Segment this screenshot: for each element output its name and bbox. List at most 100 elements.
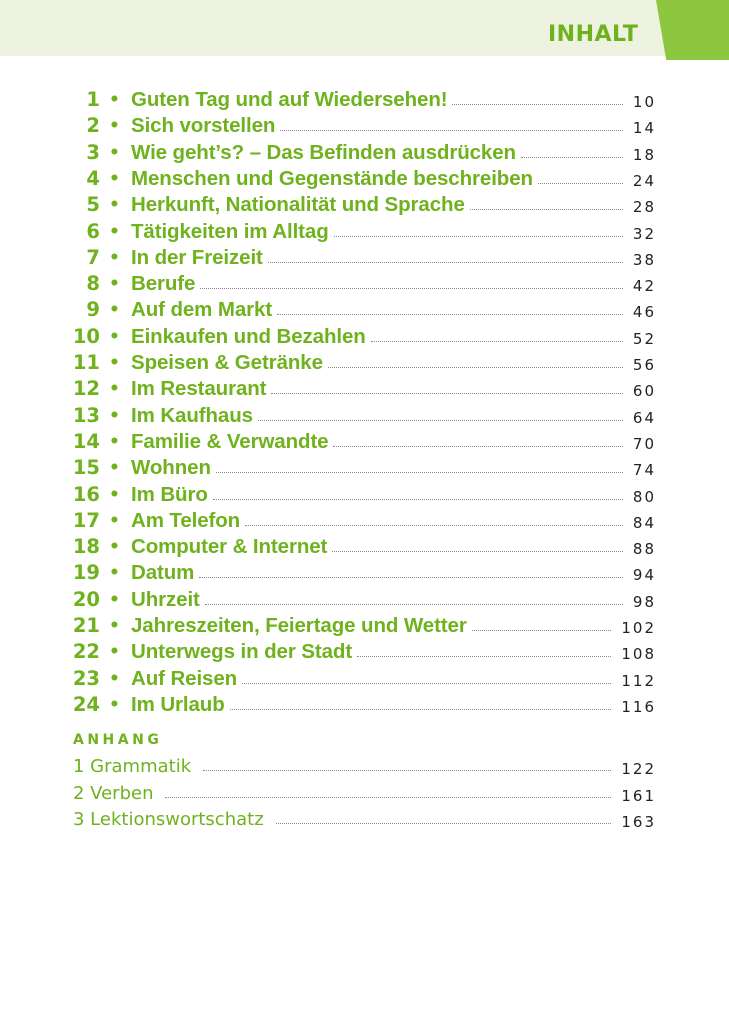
chapter-title[interactable]: Guten Tag und auf Wiedersehen! — [131, 88, 448, 111]
bullet-icon: • — [109, 353, 120, 373]
chapter-title[interactable]: Im Büro — [131, 482, 208, 506]
chapter-number: 17 — [72, 508, 100, 532]
chapter-number: 11 — [72, 351, 100, 374]
bullet-icon: • — [109, 458, 120, 479]
bullet-icon: • — [109, 510, 120, 531]
toc-entry[interactable]: 15 • Wohnen 74 — [0, 455, 729, 481]
chapter-title[interactable]: Im Urlaub — [131, 692, 225, 716]
appendix-entry[interactable]: 3 Lektionswortschatz 163 — [0, 807, 729, 833]
page-number: 52 — [632, 329, 656, 348]
page-number: 14 — [632, 119, 656, 138]
page-number: 38 — [632, 250, 656, 269]
bullet-icon: • — [109, 116, 120, 137]
chapter-number: 8 — [86, 272, 100, 296]
chapter-title[interactable]: Auf dem Markt — [131, 298, 273, 322]
toc-entry[interactable]: 2 • Sich vorstellen 14 — [0, 113, 729, 139]
chapter-number: 3 — [86, 140, 100, 164]
toc-entry[interactable]: 8 • Berufe 42 — [0, 271, 729, 297]
appendix-entry[interactable]: 2 Verben 161 — [0, 781, 729, 807]
appendix-label[interactable]: 2 Verben — [73, 782, 154, 804]
dot-leader — [334, 235, 623, 237]
toc-entry[interactable]: 17 • Am Telefon 84 — [0, 508, 729, 534]
chapter-number: 5 — [86, 193, 100, 217]
chapter-number: 9 — [86, 298, 100, 322]
chapter-title[interactable]: Herkunft, Nationalität und Sprache — [131, 193, 465, 217]
chapter-title[interactable]: Menschen und Gegenstände beschreiben — [131, 166, 533, 190]
chapter-title[interactable]: Jahreszeiten, Feiertage und Wetter — [131, 614, 467, 637]
dot-leader — [203, 770, 611, 771]
toc-entry[interactable]: 16 • Im Büro 80 — [0, 482, 729, 508]
toc-entry[interactable]: 6 • Tätigkeiten im Alltag 32 — [0, 219, 729, 245]
page-number: 102 — [621, 619, 656, 637]
chapter-title[interactable]: Wie geht’s? – Das Befinden ausdrücken — [131, 140, 516, 164]
bullet-icon: • — [109, 405, 120, 426]
toc-entry[interactable]: 23 • Auf Reisen 112 — [0, 666, 729, 692]
dot-leader — [277, 314, 623, 316]
chapter-title[interactable]: Tätigkeiten im Alltag — [131, 219, 329, 243]
chapter-title[interactable]: Uhrzeit — [131, 587, 200, 611]
bullet-icon: • — [109, 274, 120, 295]
toc-entry[interactable]: 10 • Einkaufen und Bezahlen 52 — [0, 324, 729, 350]
dot-leader — [357, 656, 611, 658]
dot-leader — [216, 472, 623, 474]
page-number: 42 — [632, 277, 656, 296]
toc-entry[interactable]: 9 • Auf dem Markt 46 — [0, 297, 729, 323]
chapter-title[interactable]: Im Restaurant — [131, 377, 267, 401]
chapter-title[interactable]: Familie & Verwandte — [131, 429, 329, 453]
toc-entry[interactable]: 21 • Jahreszeiten, Feiertage und Wetter 102 — [0, 613, 729, 639]
toc-entry[interactable]: 3 • Wie geht’s? – Das Befinden ausdrücken 1… — [0, 140, 729, 166]
toc-entry[interactable]: 14 • Familie & Verwandte 70 — [0, 429, 729, 455]
page-number: 56 — [632, 356, 656, 374]
toc-entry[interactable]: 18 • Computer & Internet 88 — [0, 534, 729, 560]
chapter-title[interactable]: Am Telefon — [131, 508, 241, 532]
chapter-title[interactable]: Berufe — [131, 272, 196, 296]
toc-entry[interactable]: 22 • Unterwegs in der Stadt 108 — [0, 639, 729, 665]
chapter-title[interactable]: Unterwegs in der Stadt — [131, 640, 353, 664]
chapter-number: 6 — [86, 219, 100, 243]
toc-entry[interactable]: 12 • Im Restaurant 60 — [0, 376, 729, 402]
toc-entry[interactable]: 7 • In der Freizeit 38 — [0, 245, 729, 271]
chapter-title[interactable]: Sich vorstellen — [131, 114, 276, 138]
toc-entry[interactable]: 5 • Herkunft, Nationalität und Sprache 28 — [0, 192, 729, 218]
chapter-title[interactable]: Datum — [131, 561, 195, 585]
bullet-icon: • — [109, 537, 120, 558]
toc-entry[interactable]: 1 • Guten Tag und auf Wiedersehen! 10 — [0, 87, 729, 113]
toc-entry[interactable]: 4 • Menschen und Gegenstände beschreiben 24 — [0, 166, 729, 192]
page-number: 28 — [632, 198, 656, 217]
page-number: 24 — [632, 171, 656, 190]
page-number: 80 — [632, 487, 656, 506]
chapter-title[interactable]: Einkaufen und Bezahlen — [131, 324, 366, 348]
toc-entry[interactable]: 19 • Datum 94 — [0, 560, 729, 586]
chapter-number: 16 — [72, 482, 100, 506]
toc-entry[interactable]: 20 • Uhrzeit 98 — [0, 587, 729, 613]
chapter-number: 22 — [72, 640, 100, 664]
chapter-number: 20 — [72, 587, 100, 611]
bullet-icon: • — [109, 90, 120, 110]
chapter-title[interactable]: Auf Reisen — [131, 666, 238, 690]
page-number: 116 — [621, 697, 656, 716]
header-tab-decoration — [656, 0, 729, 60]
chapter-title[interactable]: Speisen & Getränke — [131, 351, 323, 374]
page-number: 18 — [632, 145, 656, 164]
toc-entry[interactable]: 24 • Im Urlaub 116 — [0, 692, 729, 718]
bullet-icon: • — [109, 247, 120, 268]
chapter-title[interactable]: Im Kaufhaus — [131, 403, 253, 427]
bullet-icon: • — [109, 563, 120, 584]
appendix-label[interactable]: 1 Grammatik — [73, 756, 192, 777]
bullet-icon: • — [109, 142, 120, 163]
chapter-title[interactable]: Computer & Internet — [131, 535, 328, 559]
dot-leader — [242, 682, 611, 684]
appendix-entry[interactable]: 1 Grammatik 122 — [0, 754, 729, 780]
chapter-number: 4 — [86, 166, 100, 190]
page-number: 98 — [632, 592, 656, 611]
chapter-title[interactable]: In der Freizeit — [131, 245, 263, 269]
toc-entry[interactable]: 11 • Speisen & Getränke 56 — [0, 350, 729, 376]
toc-entry[interactable]: 13 • Im Kaufhaus 64 — [0, 403, 729, 429]
page-number: 88 — [632, 540, 656, 559]
page-number: 108 — [621, 645, 656, 664]
bullet-icon: • — [109, 221, 120, 242]
dot-leader — [280, 130, 623, 132]
appendix-label[interactable]: 3 Lektionswortschatz — [73, 809, 264, 830]
header-band — [0, 0, 729, 56]
chapter-title[interactable]: Wohnen — [131, 456, 211, 480]
